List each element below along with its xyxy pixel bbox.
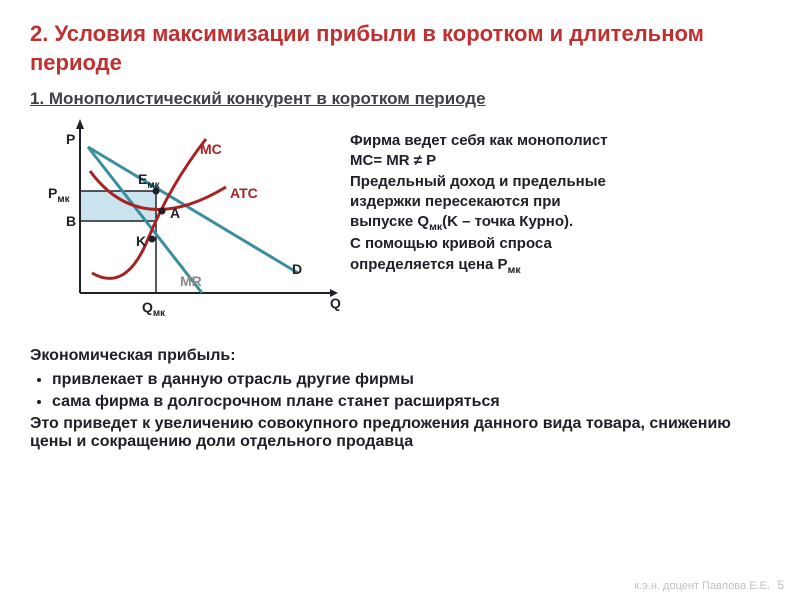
bullet: сама фирма в долгосрочном плане станет р… [52, 393, 770, 411]
text-line: определяется цена Pмк [350, 255, 770, 277]
bottom-section: Экономическая прибыль: привлекает в данн… [30, 347, 770, 451]
chart-label-Qmk: Qмк [142, 299, 165, 319]
chart-label-Pmk: Pмк [48, 185, 70, 205]
chart: P Q MC ATC MR D Pмк В Eмк A K Qмк [30, 113, 340, 333]
chart-label-ATC: ATC [230, 185, 258, 201]
footer-credit: к.э.н. доцент Павлова Е.Е. [634, 580, 770, 592]
content-row: P Q MC ATC MR D Pмк В Eмк A K Qмк Фирма ведет себя … [30, 113, 770, 333]
chart-label-MR: MR [180, 273, 202, 289]
text-line: Предельный доход и предельные [350, 172, 770, 192]
side-text: Фирма ведет себя как монополист MC= MR ≠… [350, 113, 770, 333]
text-line: Фирма ведет себя как монополист [350, 131, 770, 151]
chart-label-B: В [66, 213, 76, 229]
chart-label-Emk: Eмк [138, 171, 160, 191]
page-number: 5 [777, 578, 784, 592]
chart-label-D: D [292, 261, 302, 277]
chart-label-MC: MC [200, 141, 222, 157]
text-line: MC= MR ≠ P [350, 151, 770, 171]
slide-subtitle: 1. Монополистический конкурент в коротко… [30, 89, 770, 109]
chart-label-A: A [170, 205, 180, 221]
chart-label-K: K [136, 233, 146, 249]
text-line: издержки пересекаются при [350, 192, 770, 212]
chart-label-Q: Q [330, 295, 341, 311]
chart-label-P: P [66, 131, 75, 147]
text-line: выпуске Qмк(K – точка Курно). [350, 212, 770, 234]
text-line: С помощью кривой спроса [350, 234, 770, 254]
bullet: привлекает в данную отрасль другие фирмы [52, 371, 770, 389]
slide-title: 2. Условия максимизации прибыли в коротк… [30, 20, 770, 77]
bottom-heading: Экономическая прибыль: [30, 347, 770, 365]
conclusion: Это приведет к увеличению совокупного пр… [30, 415, 770, 451]
